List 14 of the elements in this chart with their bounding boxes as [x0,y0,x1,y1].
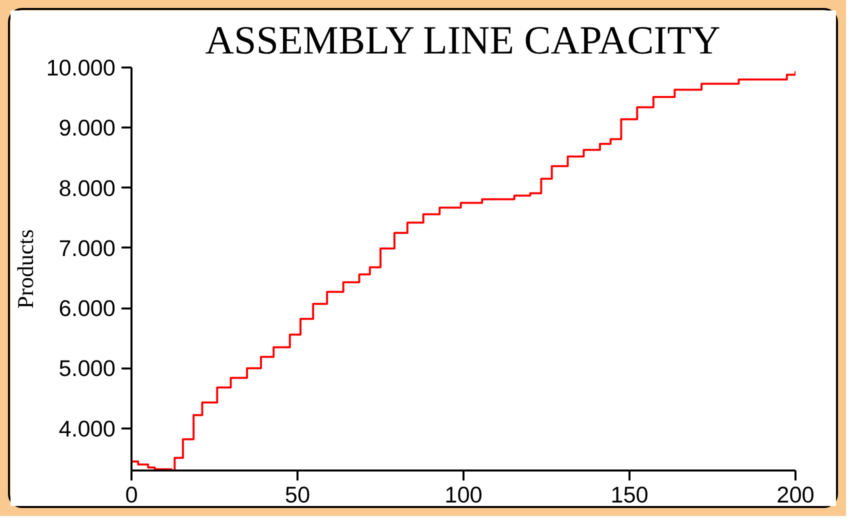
x-tick-label: 0 [125,482,138,508]
y-tick-label: 10.000 [46,54,116,80]
y-tick-label: 5.000 [58,355,116,382]
y-tick-label: 9.000 [58,114,116,141]
y-tick-label: 7.000 [58,234,116,261]
y-axis-title: Products [13,229,38,309]
chart-title: ASSEMBLY LINE CAPACITY [205,18,720,62]
x-tick-label: 150 [610,482,648,508]
x-tick-label: 50 [284,482,310,508]
x-tick-label: 100 [444,482,482,508]
y-tick-label: 8.000 [58,174,116,201]
y-tick-label: 6.000 [58,295,116,322]
x-tick-label: 200 [776,482,814,508]
y-tick-label: 4.000 [58,415,116,442]
